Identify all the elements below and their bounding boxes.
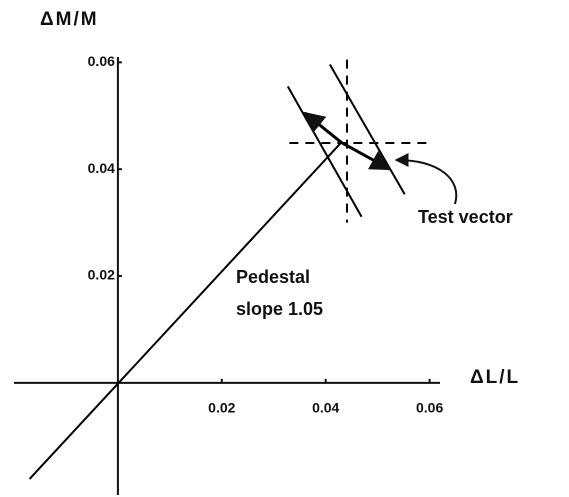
- line: [328, 63, 406, 195]
- annotation: Test vector: [418, 207, 513, 227]
- callout-arrow: [394, 153, 458, 205]
- line: [286, 85, 363, 218]
- test-vector: [303, 111, 343, 144]
- annotation: Pedestal: [236, 267, 310, 287]
- x-axis-label: ΔL/L: [470, 367, 520, 388]
- line: [28, 141, 343, 480]
- x-tick-label: 0.02: [208, 400, 235, 416]
- y-tick-label: 0.04: [88, 160, 115, 176]
- y-tick-label: 0.02: [88, 267, 115, 283]
- x-tick-label: 0.06: [416, 400, 443, 416]
- y-axis-label: ΔM/M: [40, 9, 99, 30]
- test-vector: [340, 141, 392, 171]
- annotation: slope 1.05: [236, 299, 323, 319]
- y-tick-label: 0.06: [88, 53, 115, 69]
- x-tick-label: 0.04: [312, 400, 339, 416]
